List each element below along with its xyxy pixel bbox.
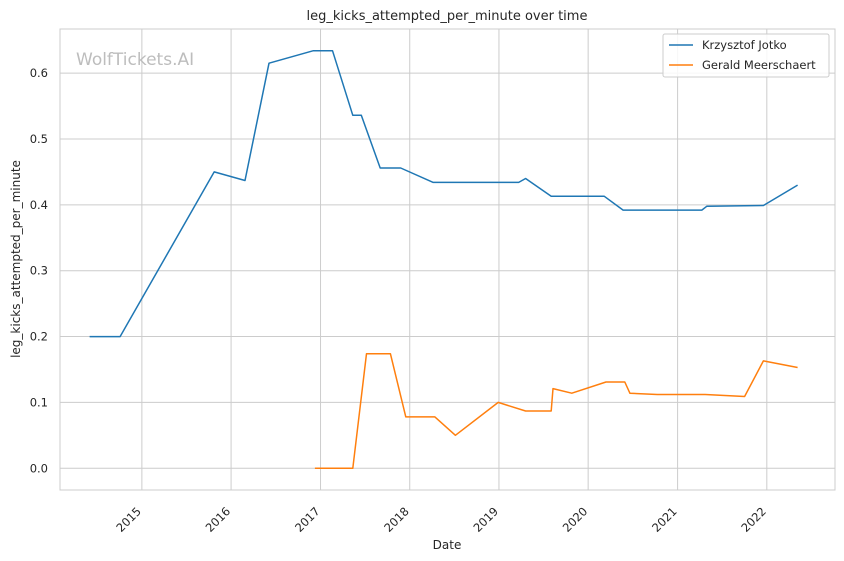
y-axis-ticks: 0.0 0.1 0.2 0.3 0.4 0.5 0.6 [30,66,48,475]
y-tick-label: 0.5 [30,132,48,146]
grid-lines [60,29,835,490]
x-axis-label: Date [433,538,462,552]
watermark: WolfTickets.AI [76,50,194,70]
x-tick-label: 2019 [470,504,501,535]
x-tick-label: 2016 [203,504,234,535]
series-line-gerald-meerschaert [314,352,798,470]
legend-label-gerald-meerschaert: Gerald Meerschaert [702,58,816,72]
chart-title: leg_kicks_attempted_per_minute over time [307,9,588,24]
x-tick-label: 2015 [113,504,144,535]
y-tick-label: 0.1 [30,395,48,409]
y-tick-label: 0.3 [30,264,48,278]
series-line-krzysztof-jotko [89,49,798,338]
y-tick-label: 0.2 [30,330,48,344]
y-tick-label: 0.0 [30,461,48,475]
y-tick-label: 0.4 [30,198,48,212]
y-axis-label: leg_kicks_attempted_per_minute [9,160,23,358]
x-axis-ticks: 2015 2016 2017 2018 2019 2020 2021 2022 [113,504,769,535]
legend: Krzysztof Jotko Gerald Meerschaert [662,33,830,78]
x-tick-label: 2022 [738,504,769,535]
x-tick-label: 2018 [381,504,412,535]
legend-label-krzysztof-jotko: Krzysztof Jotko [702,38,787,52]
legend-box [662,33,830,78]
x-tick-label: 2021 [649,504,680,535]
series-layer [89,49,798,470]
plot-area-frame [59,28,836,491]
y-tick-label: 0.6 [30,66,48,80]
x-tick-label: 2020 [560,504,591,535]
x-tick-label: 2017 [292,504,323,535]
